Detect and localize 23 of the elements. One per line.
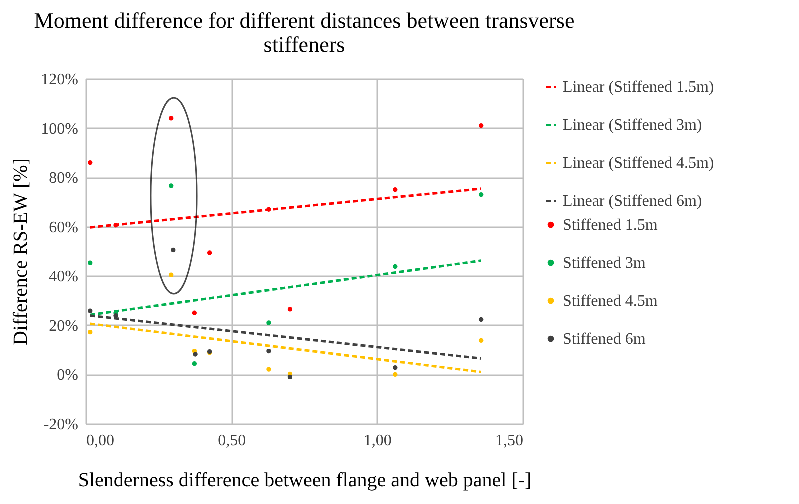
x-tick-label: 0,00 <box>86 432 114 450</box>
legend-label: Linear (Stiffened 6m) <box>563 193 702 210</box>
x-axis-title: Slenderness difference between flange and web panel [-] <box>78 470 532 492</box>
y-tick-label: 100% <box>41 120 78 138</box>
legend-label: Linear (Stiffened 1.5m) <box>563 79 714 96</box>
legend-label: Stiffened 1.5m <box>563 217 658 234</box>
x-tick-label: 0,50 <box>218 432 246 450</box>
x-tick-label: 1,50 <box>496 432 524 450</box>
x-tick-label: 1,00 <box>364 432 392 450</box>
y-tick-label: -20% <box>44 416 78 434</box>
y-tick-label: 60% <box>49 219 78 236</box>
legend-label: Stiffened 6m <box>563 331 646 348</box>
y-tick-label: 0% <box>57 367 78 384</box>
y-axis-title: Difference RS-EW [%] <box>10 158 32 346</box>
legend-label: Linear (Stiffened 3m) <box>563 117 702 134</box>
legend-label: Stiffened 4.5m <box>563 293 658 310</box>
legend-label: Linear (Stiffened 4.5m) <box>563 155 714 172</box>
legend-label: Stiffened 3m <box>563 255 646 272</box>
y-tick-label: 40% <box>49 268 78 286</box>
chart-title: Moment difference for different distances between transverse stiffeners <box>34 8 575 57</box>
y-tick-label: 120% <box>41 72 78 88</box>
y-tick-label: 80% <box>49 170 78 188</box>
y-tick-label: 20% <box>49 318 78 335</box>
